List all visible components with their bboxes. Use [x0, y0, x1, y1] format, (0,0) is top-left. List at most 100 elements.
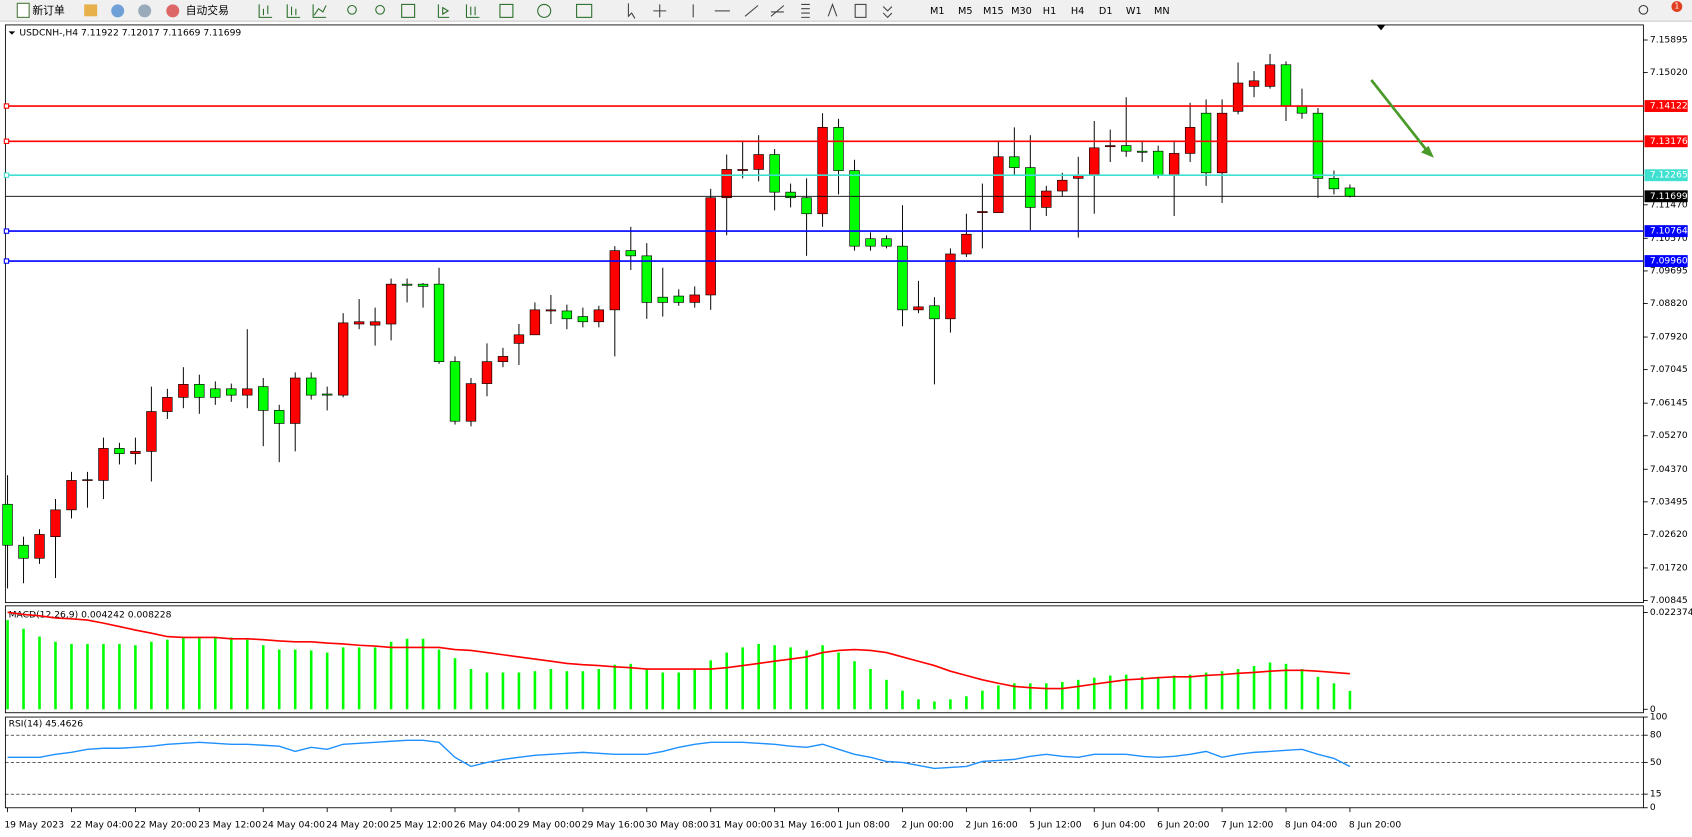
timeframe-button[interactable]: H4	[1071, 6, 1084, 17]
macd-bar	[1156, 676, 1160, 710]
timeframe-button[interactable]: W1	[1126, 6, 1142, 17]
search-icon[interactable]	[1638, 4, 1649, 15]
macd-bar	[1332, 683, 1336, 710]
line-chart-icon[interactable]	[312, 4, 327, 18]
bar-chart-icon[interactable]	[258, 4, 273, 18]
macd-label: MACD(12,26,9)	[9, 609, 79, 620]
plot-layer: 7.15895 7.15020 7.11470 7.10570 7.09695 7.088…	[2, 35, 1692, 831]
auto-trading-icon[interactable]	[166, 4, 180, 18]
indicators-icon[interactable]	[499, 3, 514, 18]
macd-bar	[1300, 669, 1304, 710]
periods-icon[interactable]	[537, 3, 552, 18]
auto-trading-button[interactable]: 自动交易	[186, 4, 229, 17]
macd-bar	[501, 672, 505, 710]
y-tick-label: 15	[1650, 789, 1662, 800]
candle-body	[1248, 80, 1260, 87]
drawing-tools	[627, 2, 893, 19]
rsi-label: RSI(14)	[9, 718, 43, 729]
timeframe-button[interactable]: MN	[1154, 6, 1170, 17]
candle-body	[945, 253, 956, 320]
x-tick-label: 31 May 00:00	[710, 820, 773, 831]
alert-count: 1	[1674, 2, 1679, 11]
macd-bar	[485, 672, 489, 710]
candle-chart-icon[interactable]	[286, 4, 301, 18]
price-line-handle[interactable]	[3, 228, 10, 234]
crosshair-tool[interactable]	[653, 4, 667, 18]
price-label-bg	[1644, 135, 1688, 148]
timeframe-button[interactable]: M15	[983, 6, 1004, 17]
fibo-tool[interactable]	[801, 3, 810, 18]
timeframe-button[interactable]: M1	[930, 6, 945, 17]
macd-bar	[549, 669, 553, 710]
toolbar-icon[interactable]	[111, 4, 125, 18]
macd-bar	[1316, 676, 1320, 710]
new-order-icon[interactable]	[16, 2, 30, 18]
price-label: 7.13176	[1650, 136, 1688, 147]
price-line-handle[interactable]	[3, 103, 10, 109]
cursor-tool[interactable]	[627, 3, 636, 19]
symbol-menu-icon[interactable]	[8, 31, 16, 35]
y-tick-label: 7.02620	[1650, 529, 1688, 540]
candle-body	[593, 309, 605, 323]
y-tick-label: 0	[1650, 704, 1656, 715]
x-tick-label: 29 May 16:00	[582, 820, 645, 831]
candle-body	[1105, 145, 1116, 148]
candle-body	[449, 361, 461, 422]
y-tick-label: 80	[1650, 730, 1662, 741]
timeframe-button[interactable]: M5	[958, 6, 973, 17]
new-order-button[interactable]: 新订单	[32, 4, 65, 17]
timeframe-button[interactable]: M30	[1011, 6, 1032, 17]
templates-icon[interactable]	[576, 3, 593, 18]
toolbar-icon[interactable]	[138, 4, 152, 18]
tile-icon[interactable]	[401, 3, 416, 18]
toolbar-icon[interactable]	[84, 4, 98, 17]
price-label: 7.11699	[1650, 191, 1688, 202]
candle-body	[18, 544, 29, 559]
toolbar-bg	[0, 0, 1692, 22]
price-line-handle[interactable]	[3, 258, 10, 264]
candle-body	[1216, 112, 1228, 174]
y-tick-label: 7.15895	[1650, 35, 1688, 46]
candle-body	[1089, 147, 1100, 176]
macd-value: 0.004242	[81, 609, 125, 620]
macd-bar	[965, 696, 968, 710]
text-tool[interactable]	[827, 2, 838, 17]
candle-body	[369, 321, 381, 326]
x-tick-label: 25 May 12:00	[390, 820, 453, 831]
candle-body	[561, 310, 573, 320]
x-tick-label: 2 Jun 00:00	[901, 820, 954, 831]
candle-body	[1200, 112, 1212, 174]
macd-bar	[1029, 683, 1032, 710]
price-line-handle[interactable]	[3, 172, 10, 178]
zoom-out-icon[interactable]	[375, 4, 385, 15]
y-tick-label: 7.08820	[1650, 298, 1688, 309]
trendline-tool[interactable]	[744, 5, 759, 17]
macd-panel	[4, 605, 1644, 714]
macd-bar	[901, 690, 904, 710]
macd-bar	[86, 643, 89, 710]
x-tick-label: 19 May 2023	[4, 820, 64, 831]
x-tick-label: 6 Jun 04:00	[1093, 820, 1146, 831]
price-line-handle[interactable]	[3, 138, 10, 144]
candle-body	[433, 283, 445, 362]
label-tool[interactable]	[854, 3, 867, 18]
shift-icon[interactable]	[465, 4, 480, 18]
arrows-tool[interactable]	[882, 6, 893, 19]
macd-bar	[437, 649, 441, 710]
timeframe-button[interactable]: D1	[1099, 6, 1113, 17]
header-close: 7.11699	[203, 27, 241, 38]
candle-body	[993, 156, 1004, 213]
alert-badge[interactable]	[1671, 1, 1683, 12]
timeframe-button[interactable]: H1	[1043, 6, 1056, 17]
macd-bar	[789, 647, 792, 710]
zoom-in-icon[interactable]	[347, 4, 357, 15]
macd-bar	[357, 647, 361, 710]
autoscroll-icon[interactable]	[437, 4, 450, 18]
macd-bar	[581, 671, 585, 710]
candle-body	[34, 534, 45, 559]
price-label-bg	[1644, 169, 1688, 182]
macd-bar	[997, 685, 1000, 710]
channel-tool[interactable]	[770, 5, 785, 17]
macd-bar	[421, 638, 425, 710]
